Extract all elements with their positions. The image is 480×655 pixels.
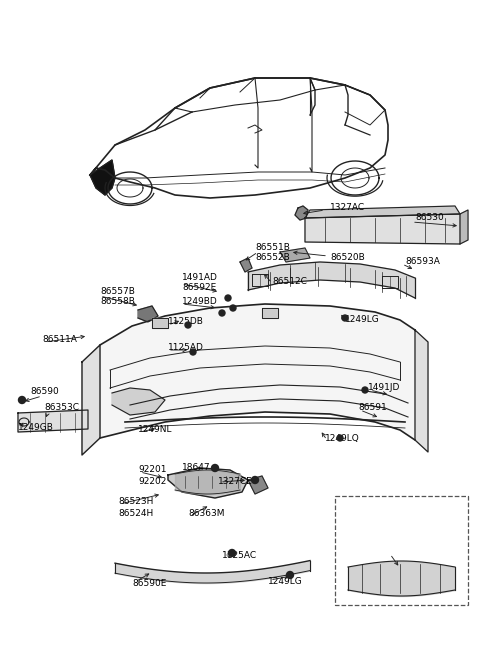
Text: 1249BD: 1249BD (182, 297, 218, 307)
Circle shape (190, 349, 196, 355)
Polygon shape (168, 468, 248, 498)
Polygon shape (248, 476, 268, 494)
Text: 86558B: 86558B (100, 297, 135, 307)
Text: 86353C: 86353C (44, 403, 79, 413)
Circle shape (342, 315, 348, 321)
Text: 86513: 86513 (376, 527, 404, 536)
Text: 86592E: 86592E (182, 284, 216, 293)
Text: 86520B: 86520B (330, 253, 365, 263)
Text: 86363M: 86363M (188, 510, 225, 519)
Polygon shape (18, 410, 88, 432)
Circle shape (362, 387, 368, 393)
Text: 86591: 86591 (358, 403, 387, 413)
Text: 1125DB: 1125DB (168, 318, 204, 326)
Text: 86593A: 86593A (405, 257, 440, 267)
Text: 86514: 86514 (376, 540, 404, 548)
Polygon shape (152, 318, 168, 328)
Bar (335, 496, 468, 605)
Circle shape (219, 310, 225, 316)
Circle shape (337, 435, 343, 441)
Circle shape (230, 305, 236, 311)
Text: (W/O FOG LAMP): (W/O FOG LAMP) (348, 506, 432, 514)
Circle shape (252, 476, 259, 483)
Text: 92201: 92201 (138, 466, 167, 474)
Text: 1249LQ: 1249LQ (325, 434, 360, 443)
Text: 86551B: 86551B (255, 244, 290, 252)
Polygon shape (82, 345, 100, 455)
Text: 1327AC: 1327AC (330, 204, 365, 212)
Polygon shape (305, 214, 460, 244)
Text: 1327CE: 1327CE (218, 477, 253, 487)
Polygon shape (305, 206, 460, 218)
Text: 86530: 86530 (415, 214, 444, 223)
Text: 86524H: 86524H (118, 510, 153, 519)
Text: 1491JD: 1491JD (368, 383, 400, 392)
Text: 86557B: 86557B (100, 288, 135, 297)
Text: 1125AD: 1125AD (168, 343, 204, 352)
Text: 86590E: 86590E (132, 580, 167, 588)
Polygon shape (90, 160, 115, 195)
Text: 1249LG: 1249LG (345, 316, 380, 324)
Polygon shape (248, 262, 415, 298)
Polygon shape (295, 206, 308, 220)
Text: 1249LG: 1249LG (268, 578, 303, 586)
Text: 86512C: 86512C (272, 278, 307, 286)
Text: 86552B: 86552B (255, 253, 290, 263)
Text: 1125AC: 1125AC (222, 552, 257, 561)
Polygon shape (240, 258, 252, 272)
Circle shape (212, 464, 218, 472)
Text: 92202: 92202 (138, 477, 167, 487)
Polygon shape (280, 248, 310, 262)
Polygon shape (460, 210, 468, 244)
Text: 1249NL: 1249NL (138, 426, 172, 434)
Circle shape (225, 295, 231, 301)
Text: 1249GB: 1249GB (18, 424, 54, 432)
Polygon shape (415, 330, 428, 452)
Polygon shape (100, 304, 415, 440)
Polygon shape (138, 306, 158, 322)
Polygon shape (112, 388, 165, 415)
Circle shape (287, 572, 293, 578)
Text: 86590: 86590 (30, 388, 59, 396)
Text: 86523H: 86523H (118, 498, 154, 506)
Circle shape (19, 396, 25, 403)
Text: 18647: 18647 (182, 464, 211, 472)
Polygon shape (262, 308, 278, 318)
Text: 1491AD: 1491AD (182, 274, 218, 282)
Text: 86511A: 86511A (42, 335, 77, 345)
Circle shape (185, 322, 191, 328)
Circle shape (228, 550, 236, 557)
